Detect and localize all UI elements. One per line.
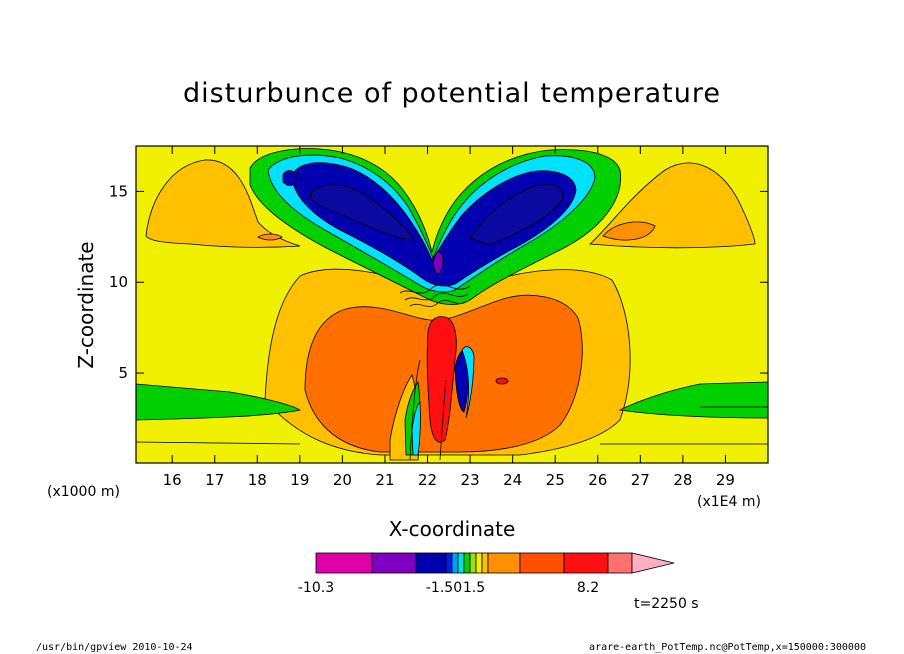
contour-wave-2 — [404, 292, 469, 301]
colorbar-segment — [415, 552, 447, 574]
colorbar-segment — [475, 552, 483, 574]
contour-upper-blue-inner-right — [469, 184, 564, 246]
contour-red-core — [426, 316, 457, 443]
colorbar-segment — [519, 552, 565, 574]
y-tick-label: 5 — [118, 364, 128, 382]
colorbar-tick-label: 8.2 — [577, 580, 599, 596]
colorbar-segment — [607, 552, 633, 574]
x-axis: 16 17 18 19 20 21 22 23 24 25 26 27 28 29 — [163, 146, 735, 489]
contour-right-small-red — [495, 377, 509, 385]
x-tick-label: 22 — [418, 471, 437, 489]
contour-lower-cyan-right — [461, 346, 475, 419]
contour-line-left — [136, 441, 301, 445]
y-tick-label: 10 — [109, 273, 128, 291]
contour-lower-cyan — [411, 401, 421, 456]
time-annotation: t=2250 s — [634, 596, 699, 612]
colorbar-segment — [463, 552, 471, 574]
x-tick-label: 25 — [546, 471, 565, 489]
colorbar-tick-label: -10.3 — [298, 580, 334, 596]
x-tick-label: 23 — [461, 471, 480, 489]
chart-title: disturbunce of potential temperature — [183, 78, 721, 109]
colorbar-segment — [371, 552, 417, 574]
contour-upper-left-lobe — [145, 159, 301, 248]
contour-small-right — [602, 221, 656, 241]
x-tick-label: 21 — [375, 471, 394, 489]
y-axis-label: Z-coordinate — [74, 241, 98, 368]
x-tick-label: 24 — [503, 471, 522, 489]
plot-area — [136, 146, 768, 463]
x-tick-label: 16 — [163, 471, 182, 489]
colorbar-segment — [563, 552, 609, 574]
x-tick-label: 29 — [716, 471, 735, 489]
colorbar-segment — [445, 552, 453, 574]
contour-upper-small-blue — [282, 170, 299, 186]
contour-wave-3 — [409, 299, 466, 307]
x-axis-label: X-coordinate — [389, 517, 516, 541]
colorbar-segment — [451, 552, 459, 574]
contour-upper-blue-inner — [309, 184, 416, 241]
contour-upper-purple — [433, 251, 444, 275]
x-tick-label: 20 — [333, 471, 352, 489]
colorbar-tick-label: -1.50 — [426, 580, 462, 596]
x-tick-label: 26 — [588, 471, 607, 489]
x-tick-label: 28 — [673, 471, 692, 489]
x-tick-label: 19 — [290, 471, 309, 489]
footer-left: /usr/bin/gpview 2010-10-24 — [36, 642, 193, 653]
x-unit-label: (x1E4 m) — [697, 494, 761, 510]
contour-left-green-band — [136, 383, 302, 421]
colorbar-segment — [457, 552, 465, 574]
colorbar-segment — [481, 552, 489, 574]
colorbar-segment — [469, 552, 477, 574]
colorbar-segment — [315, 552, 373, 574]
x-tick-label: 18 — [248, 471, 267, 489]
y-axis: 5 10 15 — [109, 182, 768, 382]
colorbar: -10.3 -1.50 1.5 8.2 — [298, 552, 675, 596]
plot-frame — [135, 145, 769, 464]
x-tick-label: 27 — [631, 471, 650, 489]
contour-wave-1 — [399, 284, 471, 294]
footer-right: arare-earth_PotTemp.nc@PotTemp,x=150000:… — [589, 642, 866, 653]
contour-small-left — [257, 233, 283, 241]
contour-right-green-band — [618, 381, 768, 419]
y-unit-label: (x1000 m) — [47, 484, 120, 500]
colorbar-segment — [487, 552, 521, 574]
colorbar-arrow — [631, 552, 675, 574]
colorbar-tick-label: 1.5 — [463, 580, 485, 596]
x-tick-label: 17 — [205, 471, 224, 489]
contour-lower-outline — [409, 359, 447, 461]
y-tick-label: 15 — [109, 182, 128, 200]
contour-lower-blue — [454, 349, 470, 413]
